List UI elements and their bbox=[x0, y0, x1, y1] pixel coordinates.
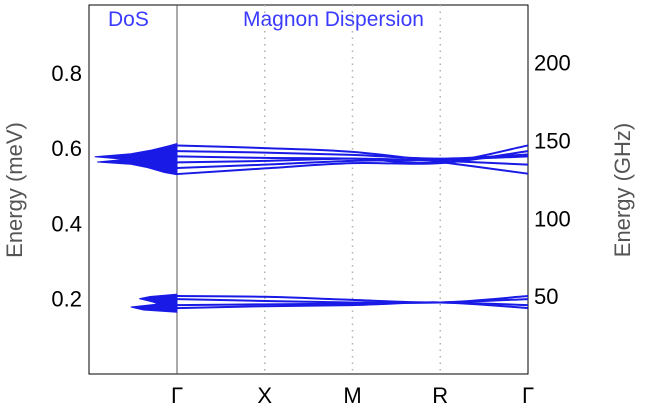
dos-peak-high bbox=[94, 142, 178, 176]
x-tick-label: X bbox=[257, 383, 272, 408]
x-tick-label: Γ bbox=[171, 383, 183, 408]
x-tick-label: M bbox=[343, 383, 361, 408]
band-line bbox=[176, 298, 529, 304]
band-line bbox=[176, 301, 529, 310]
band-line bbox=[176, 157, 529, 166]
y-tick-left-label: 0.4 bbox=[51, 211, 82, 236]
plot-frame bbox=[88, 4, 529, 375]
y-axis-left-label: Energy (meV) bbox=[2, 122, 27, 258]
y-tick-left-label: 0.2 bbox=[51, 287, 82, 312]
y-tick-right-label: 150 bbox=[534, 128, 571, 153]
y-axis-right-label: Energy (GHz) bbox=[610, 123, 635, 257]
band-line bbox=[176, 150, 529, 176]
dos-title: DoS bbox=[108, 8, 149, 31]
y-tick-left-label: 0.8 bbox=[51, 61, 82, 86]
x-tick-label: R bbox=[432, 383, 448, 408]
band-line bbox=[176, 155, 529, 170]
x-tick-label: Γ bbox=[522, 383, 534, 408]
y-tick-right-label: 50 bbox=[534, 284, 558, 309]
band-line bbox=[176, 144, 529, 175]
y-tick-right-label: 200 bbox=[534, 51, 571, 76]
y-tick-left-label: 0.6 bbox=[51, 136, 82, 161]
y-tick-right-label: 100 bbox=[534, 206, 571, 231]
dispersion-title: Magnon Dispersion bbox=[243, 8, 424, 31]
dos-peak-low bbox=[130, 293, 178, 313]
